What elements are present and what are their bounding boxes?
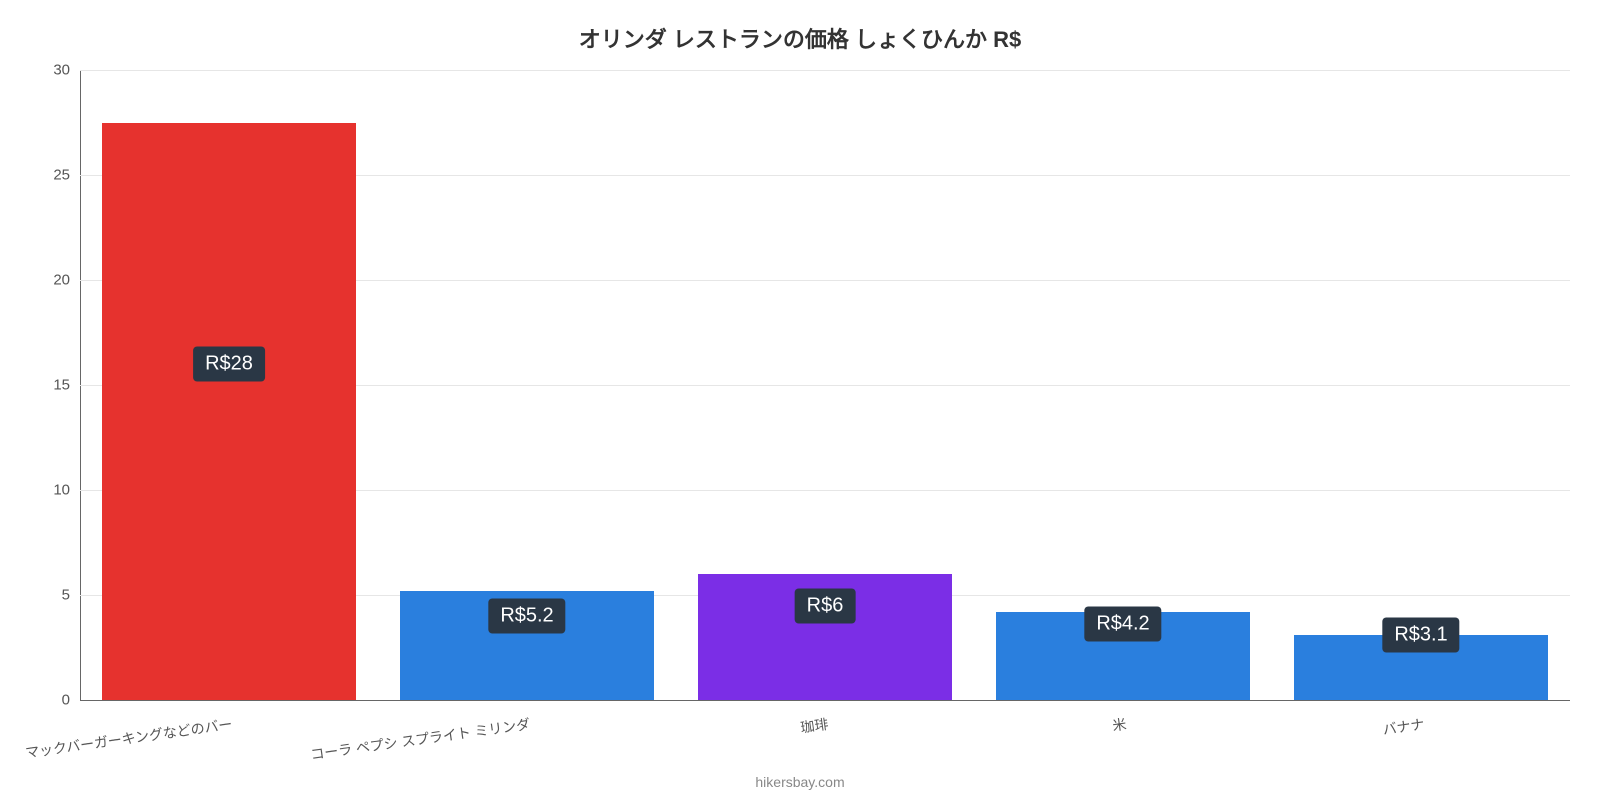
grid-line <box>80 70 1570 71</box>
x-tick-label: バナナ <box>1379 700 1425 740</box>
y-tick-label: 0 <box>62 692 80 709</box>
bar-value-label: R$4.2 <box>1084 607 1161 642</box>
plot-area: 051015202530R$28マックバーガーキングなどのバーR$5.2コーラ … <box>80 70 1570 700</box>
bar-value-label: R$28 <box>193 347 265 382</box>
x-tick-label: 珈琲 <box>797 700 829 738</box>
y-tick-label: 10 <box>53 482 80 499</box>
y-tick-label: 20 <box>53 272 80 289</box>
bar <box>102 123 355 701</box>
bar-value-label: R$5.2 <box>488 599 565 634</box>
y-tick-label: 5 <box>62 587 80 604</box>
bar-value-label: R$3.1 <box>1382 617 1459 652</box>
chart-container: オリンダ レストランの価格 しょくひんか R$ 051015202530R$28… <box>0 0 1600 800</box>
y-tick-label: 25 <box>53 167 80 184</box>
x-tick-label: 米 <box>1109 700 1128 736</box>
bar-value-label: R$6 <box>795 588 856 623</box>
y-tick-label: 30 <box>53 62 80 79</box>
y-tick-label: 15 <box>53 377 80 394</box>
x-tick-label: マックバーガーキングなどのバー <box>22 700 234 763</box>
attribution: hikersbay.com <box>0 774 1600 790</box>
x-tick-label: コーラ ペプシ スプライト ミリンダ <box>307 700 531 765</box>
chart-title: オリンダ レストランの価格 しょくひんか R$ <box>0 22 1600 54</box>
